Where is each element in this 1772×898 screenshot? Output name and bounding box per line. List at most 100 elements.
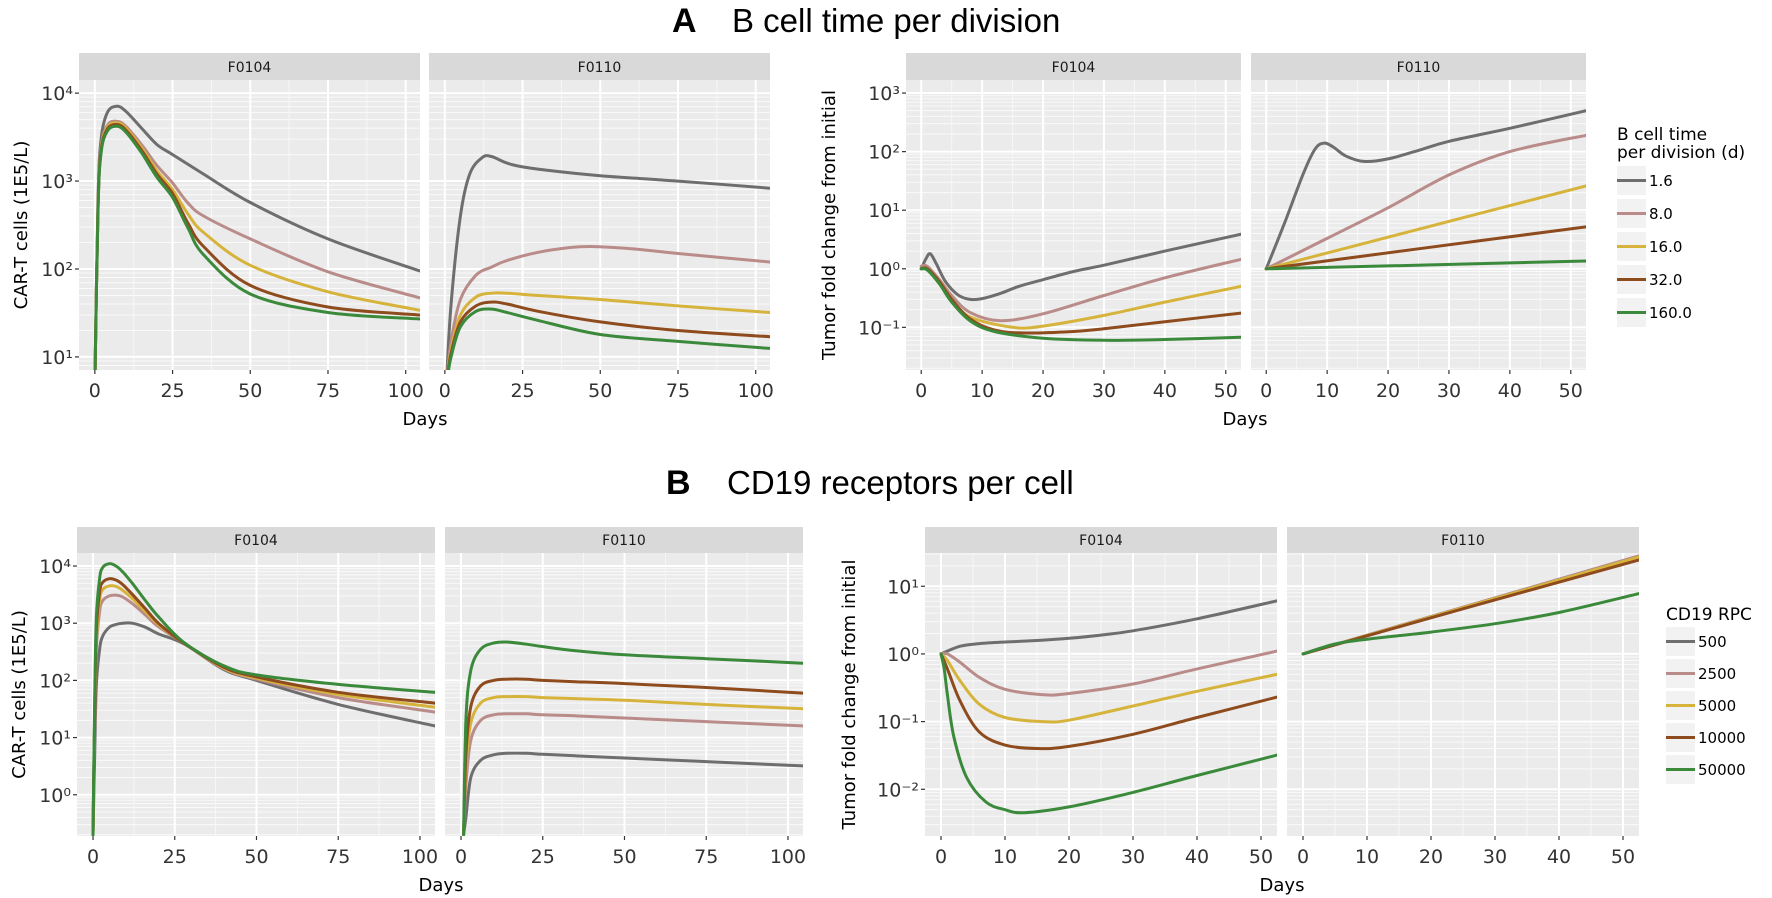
series-lines: [939, 599, 1277, 815]
x-tick-label: 75: [326, 846, 350, 868]
x-axis-title: Days: [1223, 409, 1268, 430]
legend-label: 8.0: [1649, 205, 1673, 223]
series-line-160-0: [93, 124, 420, 370]
x-tick-label: 10: [1355, 846, 1379, 868]
y-tick-label: 10⁴: [41, 83, 73, 105]
section-b-title: CD19 receptors per cell: [727, 464, 1074, 501]
legend-label: 160.0: [1649, 304, 1692, 322]
series-line-160-0: [446, 307, 770, 370]
x-tick-label: 50: [1249, 846, 1273, 868]
x-axis-title: Days: [419, 875, 464, 896]
legend-item: 500: [1666, 627, 1727, 656]
series-lines: [919, 232, 1241, 342]
y-tick-label: 10³: [868, 83, 900, 105]
x-tick-label: 25: [160, 380, 184, 402]
legend-item: 50000: [1666, 755, 1746, 784]
series-line-50000: [1301, 592, 1639, 656]
legend-title: CD19 RPC: [1666, 605, 1752, 625]
facet-strip-label: F0110: [1397, 60, 1441, 76]
x-tick-label: 0: [89, 380, 101, 402]
x-tick-label: 50: [612, 846, 636, 868]
x-tick-label: 75: [316, 380, 340, 402]
facet-strip-label: F0104: [1052, 60, 1096, 76]
facet-f0110: F0110 0 10 20 30 40 50: [1287, 527, 1639, 868]
y-tick-label: 10¹: [39, 728, 71, 750]
chart-a-car-t: F0104 0 25 50 75 100 10¹ 10² 10³ 10⁴ F0110 0 25 50 75 1…: [11, 53, 774, 430]
series-line-500: [462, 751, 803, 836]
y-tick-label: 10³: [41, 171, 73, 193]
x-tick-label: 50: [1559, 380, 1583, 402]
x-axis-title: Days: [403, 409, 448, 430]
legend-item: 5000: [1666, 691, 1736, 720]
series-line-50000: [939, 652, 1277, 815]
section-b-letter: B: [666, 464, 691, 502]
x-tick-label: 20: [1031, 380, 1055, 402]
x-tick-label: 25: [510, 380, 534, 402]
legend-item: 2500: [1666, 659, 1736, 688]
series-line-500: [939, 599, 1277, 656]
x-tick-label: 100: [402, 846, 438, 868]
series-line-8-0: [1264, 133, 1586, 271]
series-lines: [1301, 554, 1639, 656]
y-tick-label: 10⁰: [887, 644, 919, 666]
facet-strip-label: F0104: [234, 533, 278, 549]
y-axis-title: CAR-T cells (1E5/L): [11, 141, 32, 310]
y-tick-label: 10⁰: [868, 259, 900, 281]
x-tick-label: 0: [915, 380, 927, 402]
x-axis-title: Days: [1260, 875, 1305, 896]
legend-label: 1.6: [1649, 172, 1673, 190]
facet-strip-label: F0110: [602, 533, 646, 549]
facet-strip: [1287, 527, 1639, 553]
legend-title: per division (d): [1617, 143, 1745, 163]
legend-label: 5000: [1698, 697, 1736, 715]
x-tick-label: 30: [1483, 846, 1507, 868]
facet-strip: [1251, 53, 1586, 80]
x-tick-label: 30: [1092, 380, 1116, 402]
legend-label: 500: [1698, 633, 1727, 651]
series-lines: [91, 562, 435, 836]
x-tick-label: 20: [1376, 380, 1400, 402]
series-line-160-0: [919, 267, 1241, 342]
y-axis-title: Tumor fold change from initial: [839, 560, 860, 831]
legend-label: 10000: [1698, 729, 1746, 747]
y-tick-label: 10³: [39, 613, 71, 635]
facet-strip: [77, 527, 435, 553]
facet-f0104: F0104 0 25 50 75 100 10⁰ 10¹ 10² 10³ 10⁴: [39, 527, 438, 868]
series-lines: [93, 104, 420, 370]
x-tick-label: 50: [588, 380, 612, 402]
legend-item: 160.0: [1617, 298, 1692, 327]
legend-section-b: CD19 RPC 500 2500 5000 10000 50000: [1666, 605, 1752, 784]
x-tick-label: 75: [666, 380, 690, 402]
series-line-5000: [462, 695, 803, 836]
x-tick-label: 10: [970, 380, 994, 402]
series-lines: [445, 154, 770, 370]
chart-b-tumor: F0104 0 10 20 30 40 50 10⁻² 10⁻¹ 10⁰ 10¹ F0110 0 10 20…: [839, 527, 1639, 896]
legend-item: 16.0: [1617, 232, 1682, 261]
series-line-50000: [462, 640, 803, 836]
y-tick-label: 10²: [39, 670, 71, 692]
y-tick-label: 10¹: [887, 576, 919, 598]
x-tick-label: 0: [87, 846, 99, 868]
legend-item: 8.0: [1617, 199, 1673, 228]
facet-f0104: F0104 0 25 50 75 100 10¹ 10² 10³ 10⁴: [41, 53, 424, 402]
x-tick-label: 0: [455, 846, 467, 868]
x-tick-label: 40: [1498, 380, 1522, 402]
x-tick-label: 100: [388, 380, 424, 402]
x-tick-label: 100: [738, 380, 774, 402]
section-b-heading: B CD19 receptors per cell: [666, 464, 1074, 502]
series-line-160-0: [1264, 259, 1586, 271]
y-tick-label: 10⁻¹: [858, 317, 900, 339]
series-line-2500: [939, 649, 1277, 697]
x-tick-label: 20: [1057, 846, 1081, 868]
legend-item: 10000: [1666, 723, 1746, 752]
facet-strip-label: F0104: [228, 60, 272, 76]
y-tick-label: 10¹: [41, 347, 73, 369]
section-a-letter: A: [672, 2, 697, 40]
series-line-10000: [462, 677, 803, 836]
x-tick-label: 50: [1214, 380, 1238, 402]
legend-label: 32.0: [1649, 271, 1682, 289]
series-line-1-6: [919, 232, 1241, 302]
x-tick-label: 50: [238, 380, 262, 402]
